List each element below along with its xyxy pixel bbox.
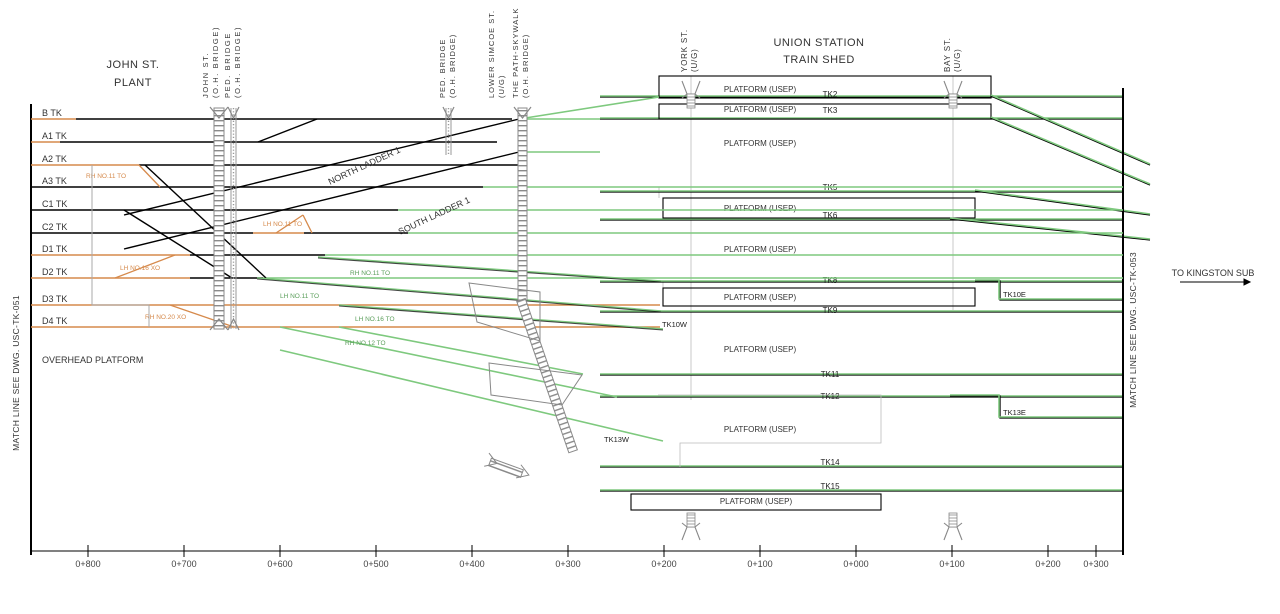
- svg-text:TK9: TK9: [823, 306, 838, 315]
- svg-text:JOHN ST.: JOHN ST.: [107, 59, 160, 71]
- svg-text:0+300: 0+300: [555, 559, 580, 569]
- svg-text:(O.H. BRIDGE): (O.H. BRIDGE): [448, 34, 457, 98]
- svg-text:0+500: 0+500: [363, 559, 388, 569]
- svg-text:LH NO.11 TO: LH NO.11 TO: [263, 221, 302, 228]
- svg-text:0+400: 0+400: [459, 559, 484, 569]
- svg-text:(U/G): (U/G): [690, 48, 699, 72]
- svg-text:YORK ST.: YORK ST.: [680, 29, 689, 72]
- svg-text:LOWER SIMCOE ST.: LOWER SIMCOE ST.: [487, 10, 496, 98]
- svg-text:A2 TK: A2 TK: [42, 154, 67, 164]
- svg-text:0+600: 0+600: [267, 559, 292, 569]
- svg-text:C2 TK: C2 TK: [42, 222, 67, 232]
- svg-text:PLATFORM (USEP): PLATFORM (USEP): [720, 497, 793, 506]
- svg-text:(O.H. BRIDGE): (O.H. BRIDGE): [211, 26, 220, 98]
- svg-text:A1 TK: A1 TK: [42, 131, 67, 141]
- svg-text:0+700: 0+700: [171, 559, 196, 569]
- svg-text:PLATFORM (USEP): PLATFORM (USEP): [724, 345, 797, 354]
- svg-text:D4 TK: D4 TK: [42, 316, 67, 326]
- svg-text:TK13W: TK13W: [604, 435, 630, 444]
- svg-text:TK10E: TK10E: [1003, 290, 1026, 299]
- svg-text:A3 TK: A3 TK: [42, 176, 67, 186]
- svg-text:TK11: TK11: [821, 370, 840, 379]
- svg-text:PED. BRIDGE: PED. BRIDGE: [438, 39, 447, 98]
- svg-text:0+800: 0+800: [75, 559, 100, 569]
- svg-text:TO KINGSTON SUB: TO KINGSTON SUB: [1172, 268, 1255, 278]
- svg-text:PLATFORM (USEP): PLATFORM (USEP): [724, 105, 797, 114]
- svg-text:TK13E: TK13E: [1003, 408, 1026, 417]
- svg-text:0+100: 0+100: [747, 559, 772, 569]
- svg-text:BAY ST.: BAY ST.: [943, 37, 952, 72]
- svg-text:0+300: 0+300: [1083, 559, 1108, 569]
- svg-text:D2 TK: D2 TK: [42, 267, 67, 277]
- svg-text:LH NO.16 TO: LH NO.16 TO: [355, 316, 395, 323]
- svg-text:PLATFORM (USEP): PLATFORM (USEP): [724, 204, 797, 213]
- svg-text:PLATFORM (USEP): PLATFORM (USEP): [724, 85, 797, 94]
- svg-text:PLATFORM (USEP): PLATFORM (USEP): [724, 293, 797, 302]
- svg-text:LH NO.11 TO: LH NO.11 TO: [280, 293, 319, 300]
- svg-text:0+200: 0+200: [1035, 559, 1060, 569]
- svg-text:SOUTH LADDER 1: SOUTH LADDER 1: [397, 195, 472, 237]
- svg-text:C1 TK: C1 TK: [42, 199, 67, 209]
- svg-text:TK12: TK12: [820, 392, 840, 401]
- svg-text:RH NO.12 TO: RH NO.12 TO: [345, 340, 386, 347]
- svg-text:PLATFORM (USEP): PLATFORM (USEP): [724, 425, 797, 434]
- svg-text:PLATFORM (USEP): PLATFORM (USEP): [724, 139, 797, 148]
- svg-text:(U/G): (U/G): [497, 75, 506, 98]
- svg-text:MATCH LINE SEE DWG. USC-TK: MATCH LINE SEE DWG. USC-TK-053: [1128, 252, 1138, 408]
- svg-text:0+000: 0+000: [843, 559, 868, 569]
- svg-text:JOHN ST.: JOHN ST.: [201, 52, 210, 98]
- svg-text:PED. BRIDGE: PED. BRIDGE: [223, 32, 232, 98]
- svg-text:TK2: TK2: [823, 90, 838, 99]
- svg-text:B TK: B TK: [42, 108, 62, 118]
- svg-text:MATCH LINE SEE DWG. USC-TK: MATCH LINE SEE DWG. USC-TK-051: [11, 295, 21, 451]
- svg-text:RH NO.20 XO: RH NO.20 XO: [145, 314, 186, 321]
- svg-text:TK14: TK14: [820, 458, 840, 467]
- svg-text:UNION STATION: UNION STATION: [773, 37, 864, 49]
- svg-text:(O.H. BRIDGE): (O.H. BRIDGE): [521, 34, 530, 98]
- svg-text:TK6: TK6: [823, 211, 838, 220]
- svg-text:TK10W: TK10W: [662, 320, 688, 329]
- svg-text:D1 TK: D1 TK: [42, 244, 67, 254]
- svg-text:LH NO.16 XO: LH NO.16 XO: [120, 265, 160, 272]
- svg-text:TRAIN SHED: TRAIN SHED: [783, 54, 855, 66]
- svg-text:0+200: 0+200: [651, 559, 676, 569]
- svg-text:PLANT: PLANT: [114, 77, 152, 89]
- svg-text:0+100: 0+100: [939, 559, 964, 569]
- svg-text:(O.H. BRIDGE): (O.H. BRIDGE): [233, 26, 242, 98]
- svg-text:TK3: TK3: [823, 106, 838, 115]
- svg-text:RH NO.11 TO: RH NO.11 TO: [350, 270, 390, 277]
- svg-text:PLATFORM (USEP): PLATFORM (USEP): [724, 245, 797, 254]
- svg-text:THE PATH-SKYWALK: THE PATH-SKYWALK: [511, 8, 520, 98]
- svg-text:(U/G): (U/G): [953, 48, 962, 72]
- svg-text:OVERHEAD PLATFORM: OVERHEAD PLATFORM: [42, 355, 143, 365]
- svg-text:NORTH LADDER 1: NORTH LADDER 1: [327, 145, 402, 187]
- svg-text:D3 TK: D3 TK: [42, 294, 67, 304]
- svg-text:TK15: TK15: [820, 482, 840, 491]
